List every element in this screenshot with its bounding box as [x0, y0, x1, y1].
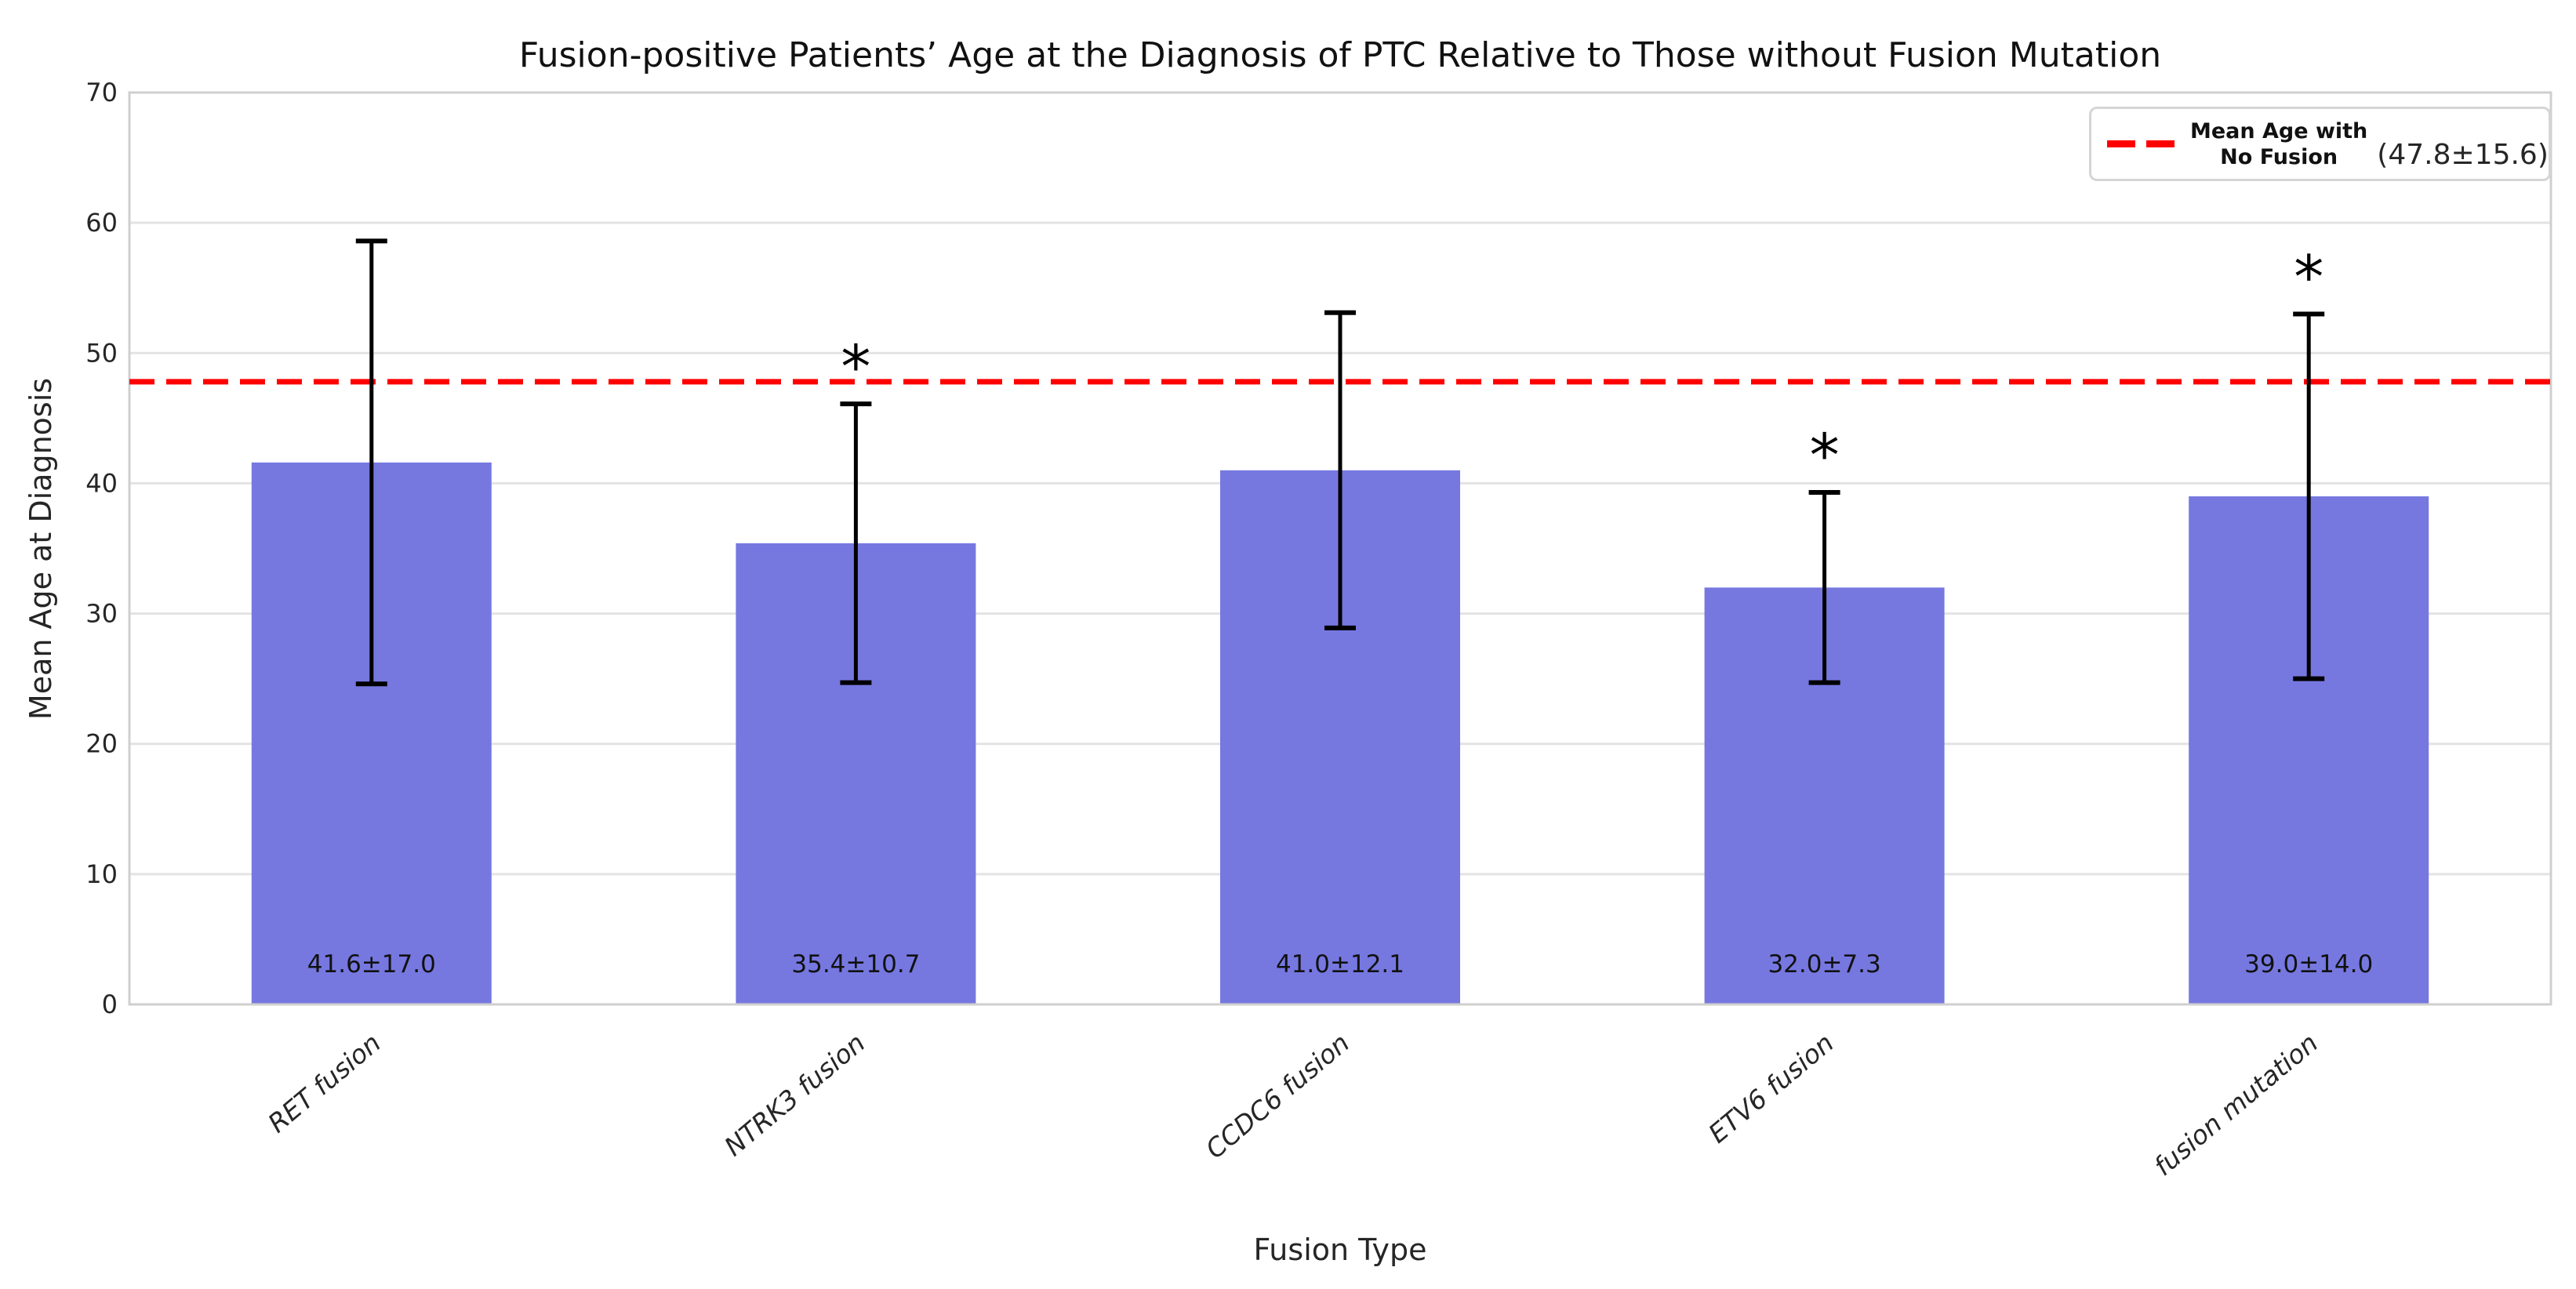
x-tick-label-ret-fusion: RET fusion: [262, 1027, 387, 1138]
x-axis-label: Fusion Type: [1253, 1233, 1427, 1267]
significance-asterisk: *: [1810, 420, 1840, 490]
x-tick-label-ccdc6-fusion: CCDC6 fusion: [1200, 1027, 1355, 1164]
y-tick-label-50: 50: [85, 338, 118, 368]
bar-value-label: 35.4±10.7: [791, 950, 920, 979]
red-dashed-line-swatch: [2107, 140, 2175, 147]
legend-value: (47.8±15.6): [2377, 139, 2549, 171]
significance-asterisk: *: [2294, 241, 2323, 311]
y-tick-label-0: 0: [102, 989, 118, 1019]
x-tick-label-ntrk3-fusion: NTRK3 fusion: [718, 1027, 870, 1162]
legend-label: Mean Age with No Fusion: [2190, 118, 2367, 170]
y-tick-label-60: 60: [85, 208, 118, 238]
bar-value-label: 39.0±14.0: [2244, 950, 2373, 979]
legend: Mean Age with No Fusion (47.8±15.6): [2089, 107, 2551, 181]
x-tick-label-fusion-mutation: fusion mutation: [2148, 1027, 2323, 1182]
legend-label-line2: No Fusion: [2220, 144, 2338, 169]
significance-asterisk: *: [841, 332, 870, 401]
y-tick-label-40: 40: [85, 468, 118, 498]
y-tick-label-10: 10: [85, 859, 118, 889]
bar-value-label: 41.0±12.1: [1276, 950, 1404, 979]
y-tick-label-70: 70: [85, 78, 118, 107]
axes-spines: [128, 91, 2552, 1006]
legend-label-line1: Mean Age with: [2190, 118, 2368, 143]
bar-value-label: 41.6±17.0: [307, 950, 436, 979]
x-tick-label-etv6-fusion: ETV6 fusion: [1702, 1027, 1840, 1149]
chart-title: Fusion-positive Patients’ Age at the Dia…: [518, 35, 2162, 75]
bar-value-label: 32.0±7.3: [1768, 950, 1880, 979]
y-axis-label: Mean Age at Diagnosis: [24, 377, 58, 721]
y-tick-label-30: 30: [85, 599, 118, 629]
y-tick-label-20: 20: [85, 729, 118, 759]
